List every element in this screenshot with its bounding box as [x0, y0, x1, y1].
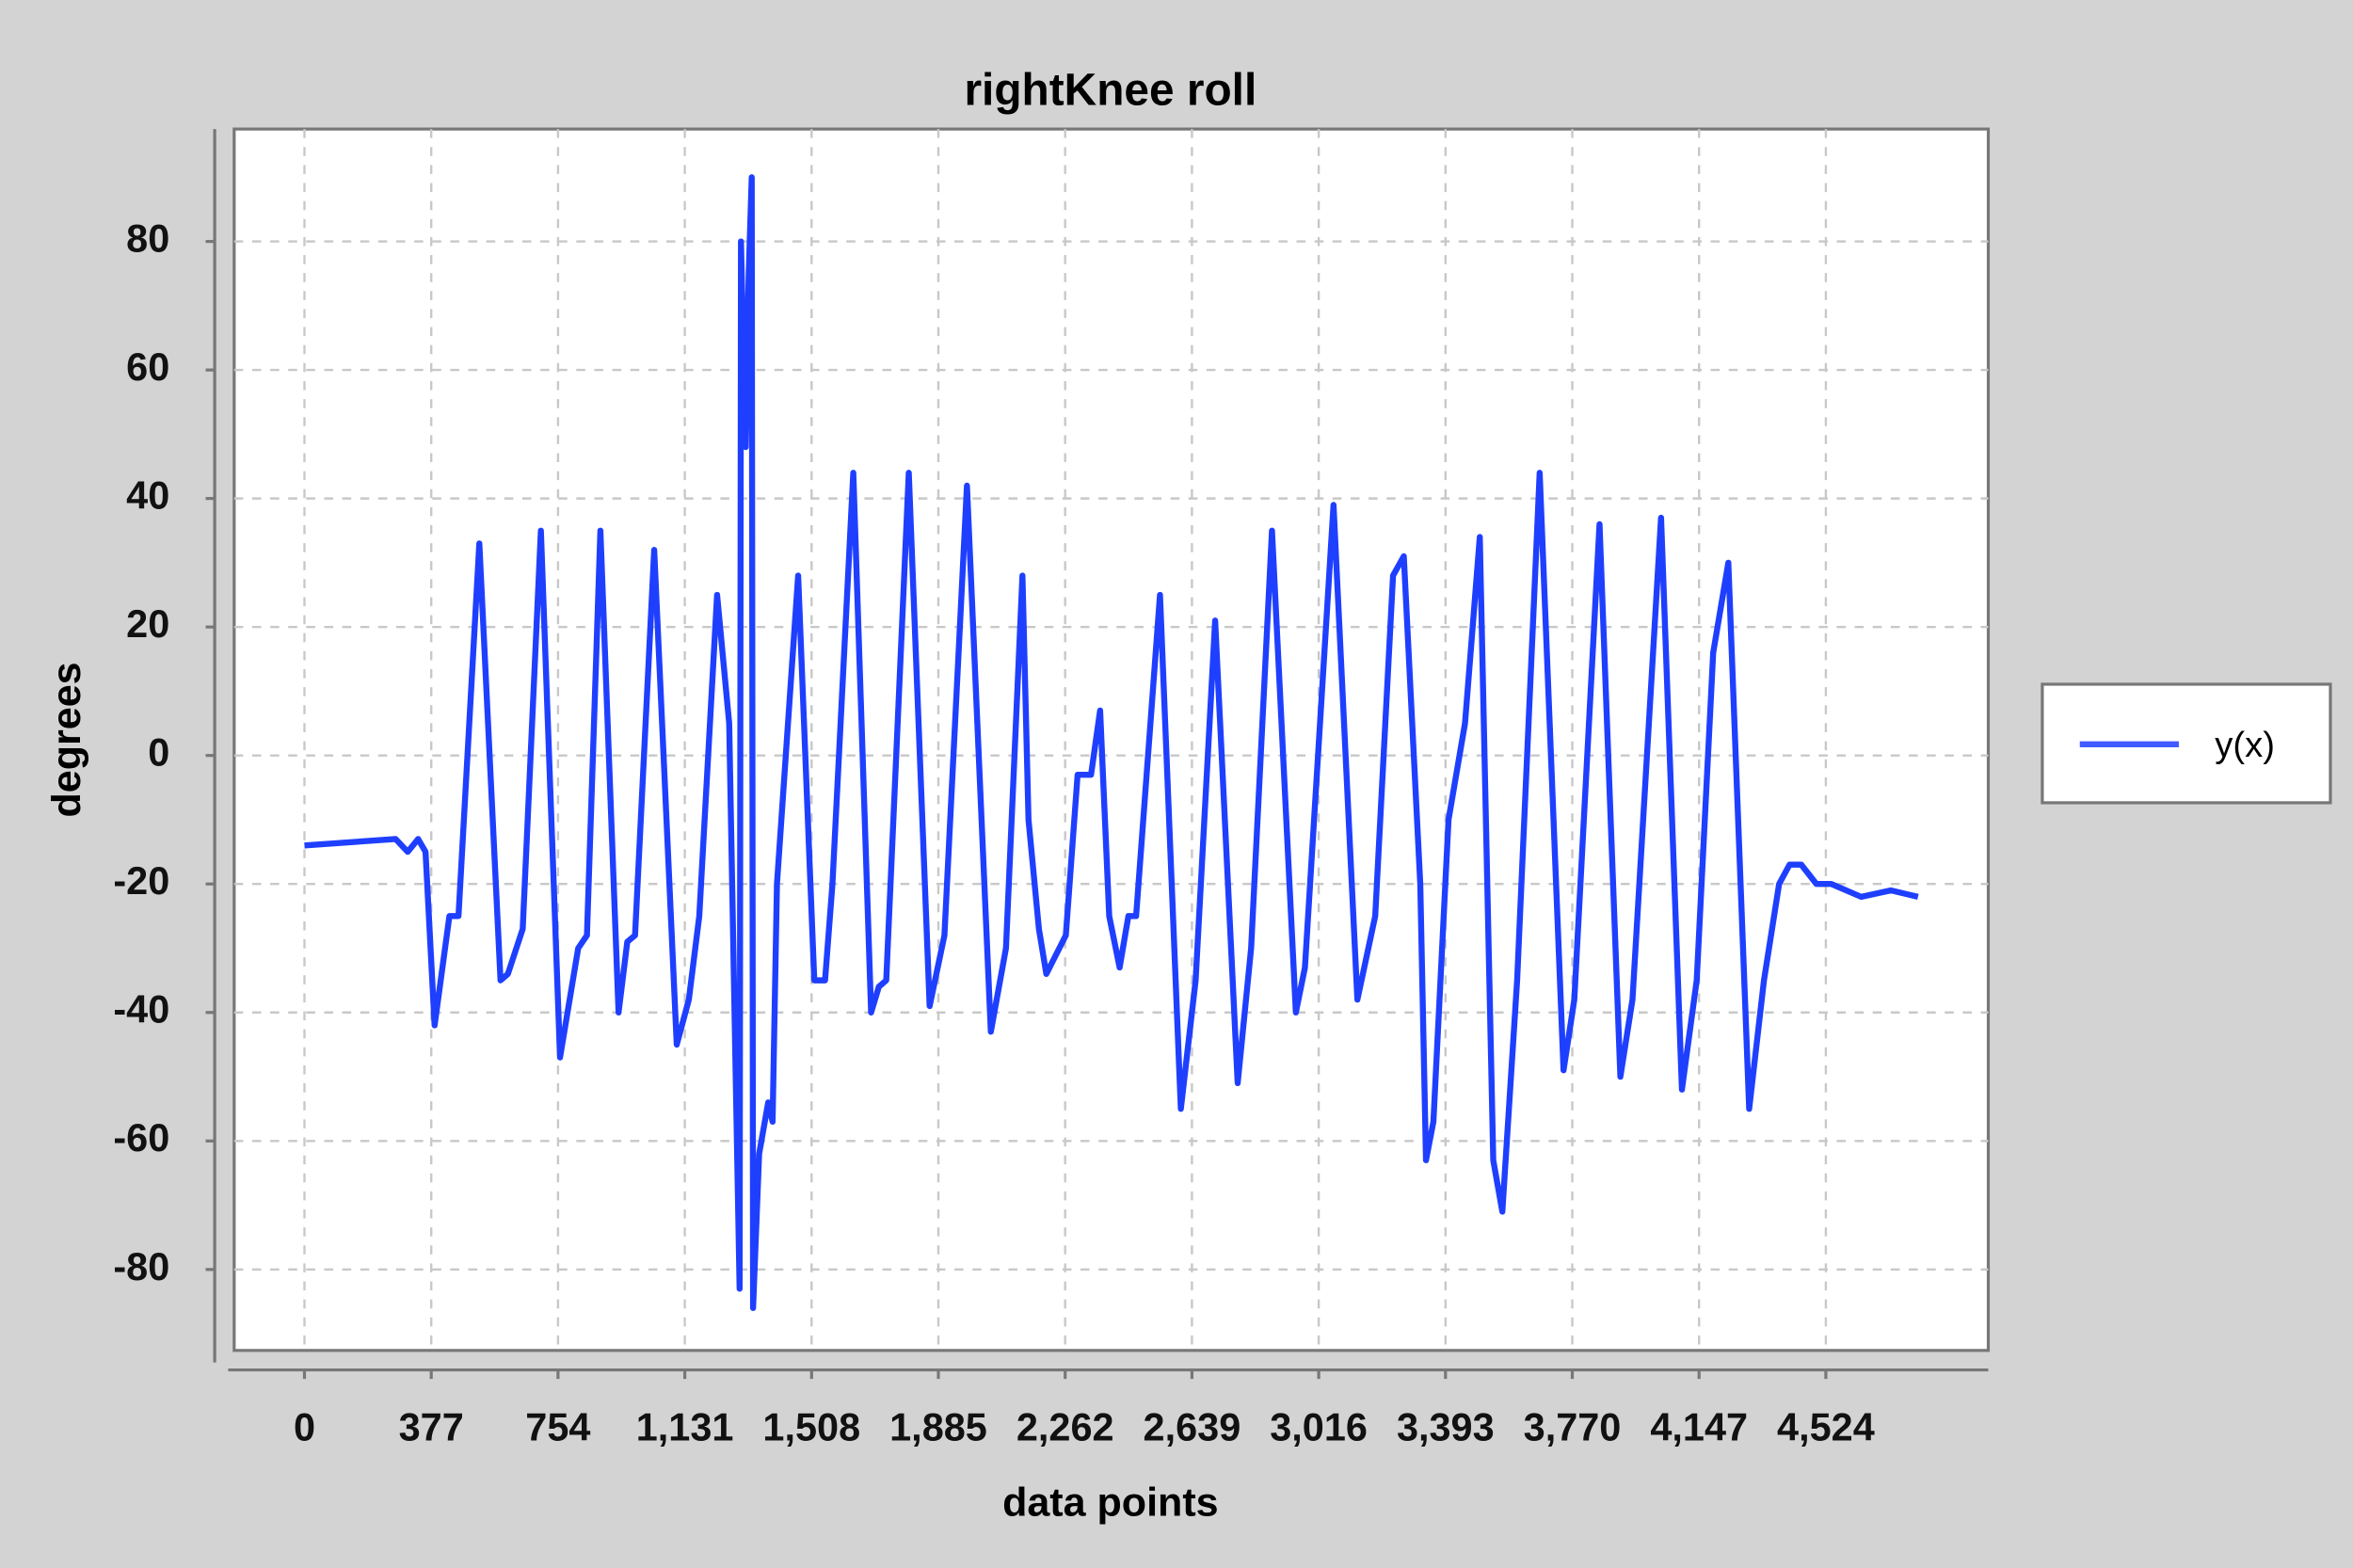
y-tick-label: 40 — [126, 473, 169, 518]
x-tick-label: 1,508 — [762, 1404, 860, 1448]
x-tick-label: 4,147 — [1650, 1404, 1748, 1448]
y-tick-label: -40 — [113, 987, 169, 1032]
x-tick-label: 377 — [399, 1404, 464, 1448]
y-tick-label: 0 — [148, 730, 169, 775]
legend-label: y(x) — [2215, 725, 2275, 765]
y-tick-label: -80 — [113, 1244, 169, 1288]
x-tick-label: 2,262 — [1016, 1404, 1114, 1448]
chart-title: rightKnee roll — [964, 65, 1257, 115]
x-tick-label: 2,639 — [1144, 1404, 1241, 1448]
y-tick-label: 80 — [126, 216, 169, 261]
x-tick-label: 754 — [525, 1404, 590, 1448]
data-line — [304, 174, 1919, 1311]
y-tick-label: -20 — [113, 858, 169, 903]
x-tick-label: 3,770 — [1524, 1404, 1622, 1448]
x-tick-label: 4,524 — [1777, 1404, 1875, 1448]
y-tick-label: -60 — [113, 1115, 169, 1160]
x-tick-label: 3,393 — [1397, 1404, 1495, 1448]
x-tick-label: 1,885 — [889, 1404, 987, 1448]
x-tick-label: 0 — [294, 1404, 315, 1448]
x-axis-label: data points — [1002, 1480, 1219, 1525]
x-tick-label: 3,016 — [1270, 1404, 1368, 1448]
plot-area — [232, 127, 1991, 1352]
y-axis-label: degrees — [44, 662, 89, 817]
x-tick-label: 1,131 — [636, 1404, 734, 1448]
y-tick-label: 60 — [126, 344, 169, 389]
y-tick-label: 20 — [126, 601, 169, 646]
